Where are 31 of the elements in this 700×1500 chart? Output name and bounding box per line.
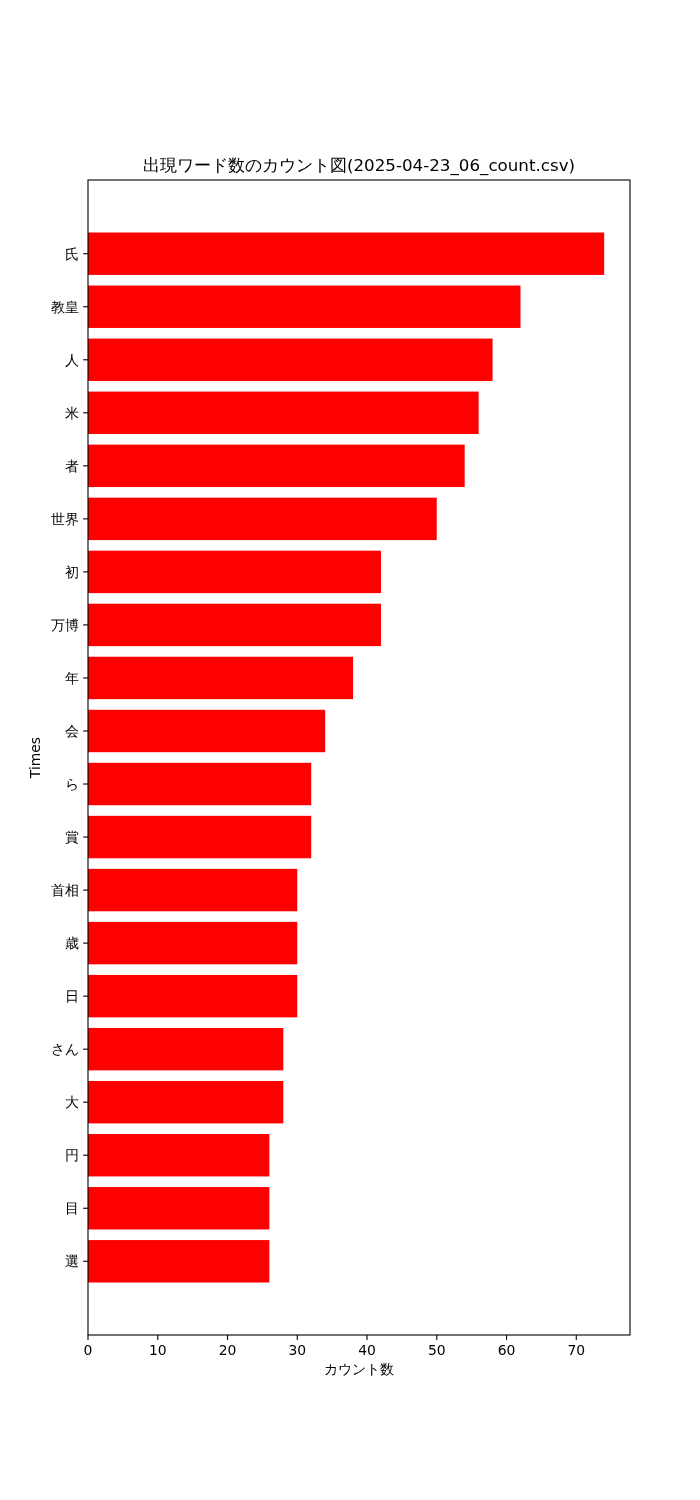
y-tick-label: 円 [65,1147,79,1164]
y-tick-label: 人 [65,351,79,368]
x-tick-label: 40 [358,1342,376,1358]
y-tick-label: 米 [65,404,79,421]
y-tick-label: 首相 [51,882,79,899]
y-tick-label: 者 [65,457,79,474]
x-tick-label: 70 [567,1342,586,1358]
x-tick-label: 30 [288,1342,307,1358]
y-tick-label: 年 [65,669,79,686]
x-tick-label: 20 [218,1342,237,1358]
y-tick-label: 世界 [51,510,79,527]
y-tick-label: 万博 [51,616,79,633]
x-tick-label: 50 [427,1342,446,1358]
y-tick-label: 大 [65,1094,79,1111]
y-tick-label: さん [51,1041,79,1058]
y-tick-label: ら [65,776,79,793]
y-tick-label: 賞 [65,829,79,846]
y-tick-label: 日 [65,988,79,1005]
y-tick-label: 目 [65,1200,79,1217]
y-tick-label: 教皇 [51,298,79,315]
x-tick-label: 0 [83,1342,93,1358]
y-tick-label: 初 [65,563,79,580]
y-tick-label: 歳 [65,935,79,952]
xlabel: カウント数 [324,1361,394,1377]
x-tick-label: 60 [497,1342,516,1358]
y-tick-label: 氏 [65,245,79,262]
ylabel: Times [27,736,43,779]
y-tick-label: 会 [65,722,79,739]
x-tick-label: 10 [148,1342,167,1358]
title: 出現ワード数のカウント図(2025-04-23_06_count.csv) [142,155,576,175]
y-tick-label: 選 [65,1253,79,1270]
